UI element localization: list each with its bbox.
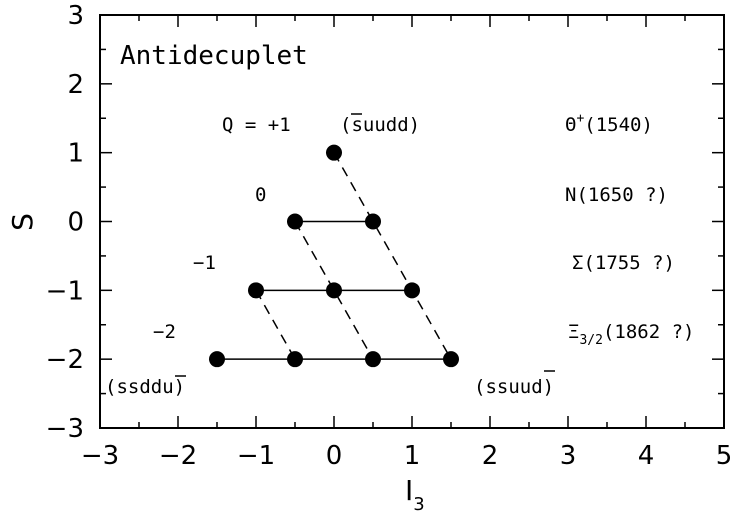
y-tick-label: −2 [46,345,84,375]
plot-frame [99,14,725,429]
dashed-lines [255,152,452,360]
x-tick-label: 0 [326,441,343,471]
state-xi-sub: 3/2 [579,333,602,348]
x-axis-title-subscript: 3 [413,494,424,515]
x-tick-label: 4 [638,441,655,471]
x-tick-label: 2 [482,441,499,471]
data-point [365,213,381,230]
state-xi-symbol: Ξ [568,321,579,343]
charge-label-zero: 0 [255,184,266,206]
data-points [209,144,459,368]
y-axis-title: S [6,213,39,231]
state-theta-mass: (1540) [584,114,653,136]
x-tick-label: 5 [716,441,732,471]
state-theta-symbol: Θ [565,114,576,136]
data-point [443,351,459,368]
y-tick-label: −1 [46,276,84,306]
axis-ticks [99,14,725,429]
state-sigma-symbol: Σ [572,252,583,274]
state-theta-sup: + [576,111,584,126]
quark-content-plus1: (suudd) [340,114,420,136]
quark-content-right: (ssuud) [474,376,554,398]
dashed-line [255,289,296,360]
x-axis-title-main: I [405,474,413,507]
dashed-line [294,221,374,360]
data-point [287,213,303,230]
dashed-line [333,152,452,360]
charge-label-plus1: Q = +1 [222,114,291,136]
state-sigma-mass: (1755 ?) [583,252,675,274]
data-point [248,282,264,299]
data-point [326,144,342,161]
y-tick-label: 2 [67,70,84,100]
state-xi: Ξ3/2(1862 ?) [568,321,694,348]
y-tick-labels: −3 −2 −1 0 1 2 3 [46,1,84,444]
x-tick-label: 3 [560,441,577,471]
data-point [209,351,225,368]
x-tick-label: 1 [404,441,421,471]
charge-label-minus1: −1 [193,252,216,274]
x-tick-labels: −3 −2 −1 0 1 2 3 4 5 [81,441,732,471]
data-point [326,282,342,299]
state-n-mass: (1650 ?) [576,184,668,206]
state-n: N(1650 ?) [565,184,668,206]
data-point [365,351,381,368]
chart-title: Antidecuplet [120,41,308,71]
data-point [404,282,420,299]
x-tick-label: −2 [159,441,197,471]
state-n-symbol: N [565,184,576,206]
x-tick-label: −3 [81,441,119,471]
y-tick-label: 1 [67,139,84,169]
y-tick-label: 3 [67,1,84,31]
x-axis-title: I3 [405,474,425,515]
charge-label-minus2: −2 [153,321,176,343]
x-tick-label: −1 [237,441,275,471]
y-tick-label: −3 [46,414,84,444]
state-theta: Θ+(1540) [565,111,653,136]
data-point [287,351,303,368]
quark-content-left: (ssddu) [105,376,185,398]
state-sigma: Σ(1755 ?) [572,252,675,274]
state-xi-mass: (1862 ?) [603,321,695,343]
y-tick-label: 0 [67,208,84,238]
